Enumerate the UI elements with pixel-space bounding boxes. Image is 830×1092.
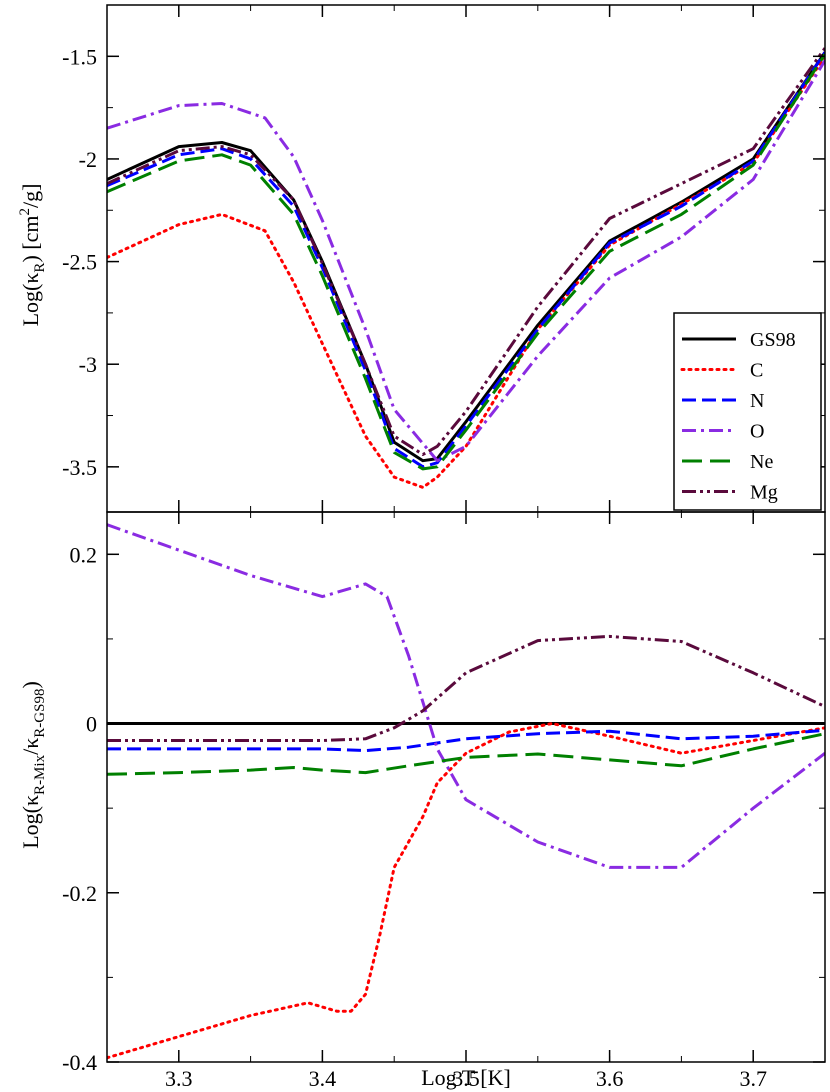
top-series-group	[107, 47, 825, 489]
legend-label-gs98: GS98	[750, 329, 796, 351]
bottom-plot-area: 3.3 3.4 3.5 3.6 3.7 0.2 0 -0.2 -0.4	[62, 511, 826, 1091]
legend-label-ne: Ne	[750, 451, 773, 473]
bottom-x-tick-label: 3.5	[452, 1066, 480, 1091]
x-axis-label: Log T [K]	[421, 1065, 511, 1090]
bottom-x-tick-label: 3.7	[739, 1066, 767, 1091]
top-y-tick-label: -2.5	[62, 250, 97, 275]
legend-label-n: N	[750, 390, 764, 412]
bottom-series-line-c	[107, 722, 825, 1060]
top-y-tick-label: -3	[79, 352, 97, 377]
top-series-line-ne	[107, 53, 825, 471]
bottom-x-tick-label: 3.3	[165, 1066, 193, 1091]
legend: GS98 CNO Ne Mg	[673, 312, 822, 511]
top-y-tick-label: -1.5	[62, 44, 97, 69]
bottom-y-tick-label: -0.2	[62, 881, 97, 906]
bottom-y-axis-label: Log(κR-Mix/κR-GS98)	[18, 681, 48, 849]
bottom-y-tick-label: -0.4	[62, 1050, 97, 1075]
top-y-tick-label: -2	[79, 147, 97, 172]
bottom-series-group	[107, 523, 825, 1060]
top-y-axis-label: Log(κR) [cm2/g]	[17, 184, 48, 327]
bottom-plot-frame	[106, 511, 826, 1063]
bottom-x-tick-label: 3.4	[309, 1066, 337, 1091]
bottom-panel: 3.3 3.4 3.5 3.6 3.7 0.2 0 -0.2 -0.4 Log(κR-Mix/κ…	[18, 511, 826, 1091]
top-series-line-mg	[107, 47, 825, 456]
legend-label-c: C	[750, 360, 763, 382]
bottom-x-tick-label: 3.6	[596, 1066, 624, 1091]
legend-label-mg: Mg	[750, 482, 778, 504]
legend-box	[673, 312, 822, 511]
top-y-tick-label: -3.5	[62, 455, 97, 480]
bottom-series-line-n	[107, 728, 825, 753]
top-series-line-n	[107, 51, 825, 469]
bottom-y-tick-label: 0.2	[70, 542, 98, 567]
bottom-series-line-ne	[107, 732, 825, 776]
bottom-y-tick-label: 0	[86, 712, 97, 737]
top-plot-area: -1.5 -2 -2.5 -3 -3.5 GS98 CNO Ne Mg	[62, 4, 826, 513]
bottom-series-line-o	[107, 523, 825, 869]
bottom-series-line-mg	[107, 634, 825, 742]
top-series-line-gs98	[107, 51, 825, 463]
top-panel: -1.5 -2 -2.5 -3 -3.5 GS98 CNO Ne Mg Log(κR) [cm2…	[17, 4, 826, 513]
legend-label-o: O	[750, 421, 764, 443]
